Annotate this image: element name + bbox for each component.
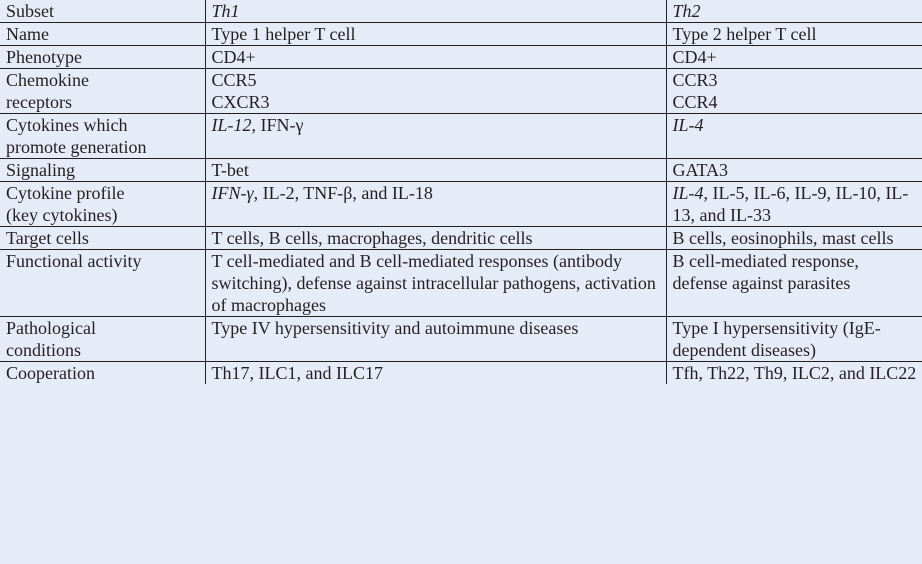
row-label: Cytokines which promote generation bbox=[0, 113, 206, 159]
th1-cell: CD4+ bbox=[205, 45, 667, 69]
table-row-promoting-cytokines: Cytokines which promote generation IL-12… bbox=[0, 113, 922, 159]
header-th1-cell: Th1 bbox=[205, 0, 667, 23]
row-label: Phenotype bbox=[0, 45, 206, 69]
th2-cell-line: CCR3 bbox=[672, 70, 718, 90]
header-label-cell: Subset bbox=[0, 0, 206, 23]
th1-text: , IL-2, TNF-β, and IL-18 bbox=[253, 183, 433, 203]
row-label-line: Pathological bbox=[6, 318, 96, 338]
row-label-line: receptors bbox=[6, 92, 72, 112]
table-row-cooperation: Cooperation Th17, ILC1, and ILC17 Tfh, T… bbox=[0, 361, 922, 384]
row-label-line: conditions bbox=[6, 340, 81, 360]
table-row-pathological-conditions: Pathological conditions Type IV hypersen… bbox=[0, 316, 922, 362]
th1-cell-line: CCR5 bbox=[211, 70, 257, 90]
row-label-line: Cytokines which bbox=[6, 115, 128, 135]
row-label-line: promote generation bbox=[6, 137, 147, 157]
th1-cell: IL-12, IFN-γ bbox=[205, 113, 667, 159]
th1-cell: Type 1 helper T cell bbox=[205, 22, 667, 46]
th2-cell: CCR3 CCR4 bbox=[666, 68, 922, 114]
th1-cell: Th17, ILC1, and ILC17 bbox=[205, 361, 667, 384]
th2-cell: IL-4, IL-5, IL-6, IL-9, IL-10, IL-13, an… bbox=[666, 181, 922, 227]
th1-cell: T cell-mediated and B cell-mediated resp… bbox=[205, 249, 667, 317]
th2-cell: B cell-mediated response, defense agains… bbox=[666, 249, 922, 317]
row-label-line: Chemokine bbox=[6, 70, 89, 90]
row-label-line: (key cytokines) bbox=[6, 205, 118, 225]
th2-cell: IL-4 bbox=[666, 113, 922, 159]
row-label-line: Cytokine profile bbox=[6, 183, 125, 203]
table-row-target-cells: Target cells T cells, B cells, macrophag… bbox=[0, 226, 922, 250]
table-row-signaling: Signaling T-bet GATA3 bbox=[0, 158, 922, 182]
th2-italic-text: IL-4 bbox=[672, 183, 704, 203]
row-label: Target cells bbox=[0, 226, 206, 250]
row-label: Name bbox=[0, 22, 206, 46]
th2-cell: Type I hypersensitivity (IgE-dependent d… bbox=[666, 316, 922, 362]
th2-text: , IL-5, IL-6, IL-9, IL-10, IL-13, and IL… bbox=[672, 183, 909, 225]
th2-cell: B cells, eosinophils, mast cells bbox=[666, 226, 922, 250]
th1-cell: Type IV hypersensitivity and autoimmune … bbox=[205, 316, 667, 362]
th1-cell: T-bet bbox=[205, 158, 667, 182]
comparison-table: Subset Th1 Th2 Name Type 1 helper T cell… bbox=[0, 0, 922, 384]
th1-italic-text: IL-12 bbox=[211, 115, 252, 135]
row-label: Cytokine profile (key cytokines) bbox=[0, 181, 206, 227]
th2-cell: GATA3 bbox=[666, 158, 922, 182]
header-th2-cell: Th2 bbox=[672, 1, 701, 21]
th2-italic-text: IL-4 bbox=[672, 115, 704, 135]
th1-cell-line: CXCR3 bbox=[211, 92, 270, 112]
table-row-chemokine-receptors: Chemokine receptors CCR5 CXCR3 CCR3 CCR4 bbox=[0, 68, 922, 114]
th2-cell-line: CCR4 bbox=[672, 92, 718, 112]
th2-cell: Type 2 helper T cell bbox=[666, 22, 922, 46]
th1-text: , IFN-γ bbox=[251, 115, 304, 135]
th1-cell: T cells, B cells, macrophages, dendritic… bbox=[205, 226, 667, 250]
row-label: Chemokine receptors bbox=[0, 68, 206, 114]
th1-italic-text: IFN-γ bbox=[211, 183, 254, 203]
row-label: Functional activity bbox=[0, 249, 206, 317]
th2-cell: CD4+ bbox=[666, 45, 922, 69]
row-label: Cooperation bbox=[0, 361, 206, 384]
th1-cell: IFN-γ, IL-2, TNF-β, and IL-18 bbox=[205, 181, 667, 227]
table-row-cytokine-profile: Cytokine profile (key cytokines) IFN-γ, … bbox=[0, 181, 922, 227]
row-label: Pathological conditions bbox=[0, 316, 206, 362]
th1-cell: CCR5 CXCR3 bbox=[205, 68, 667, 114]
table-row-phenotype: Phenotype CD4+ CD4+ bbox=[0, 45, 922, 69]
table-row-functional-activity: Functional activity T cell-mediated and … bbox=[0, 249, 922, 317]
th2-cell: Tfh, Th22, Th9, ILC2, and ILC22 bbox=[666, 361, 922, 384]
row-label: Signaling bbox=[0, 158, 206, 182]
header-row: Subset Th1 Th2 bbox=[0, 0, 922, 23]
table-row-name: Name Type 1 helper T cell Type 2 helper … bbox=[0, 22, 922, 46]
